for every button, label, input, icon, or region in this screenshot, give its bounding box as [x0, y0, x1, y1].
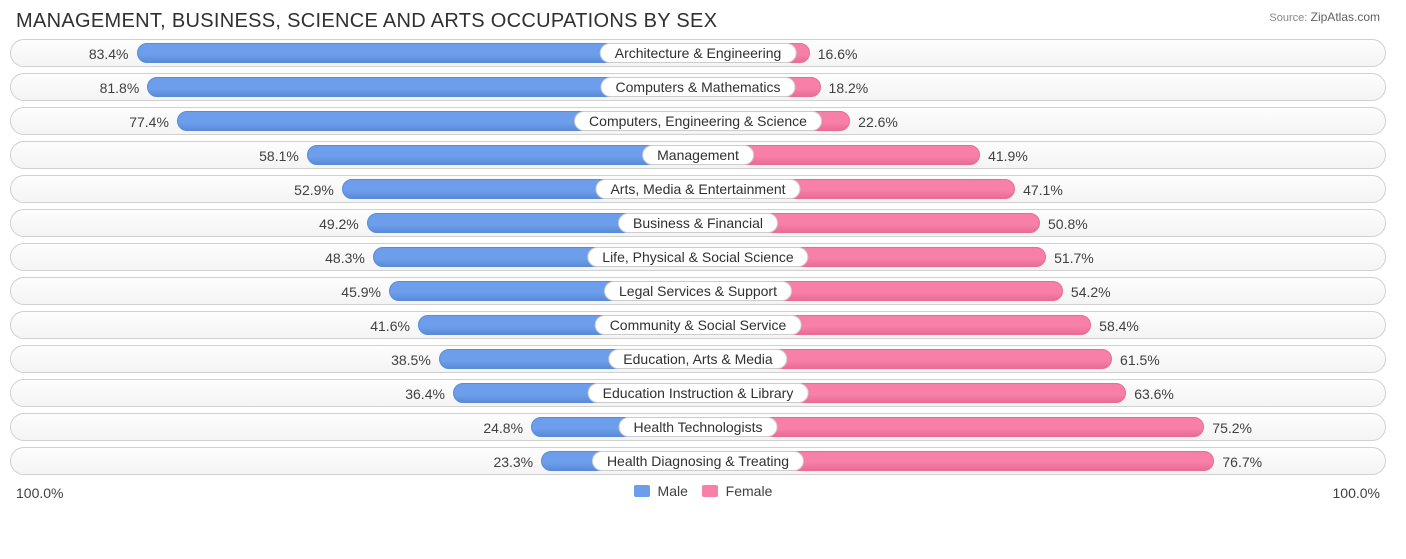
- pct-male: 38.5%: [391, 346, 431, 374]
- chart-row: 77.4% 22.6% Computers, Engineering & Scien…: [10, 107, 1386, 135]
- source-value: ZipAtlas.com: [1311, 10, 1380, 24]
- chart-row: 38.5% 61.5% Education, Arts & Media: [10, 345, 1386, 373]
- chart-row: 58.1% 41.9% Management: [10, 141, 1386, 169]
- category-label: Arts, Media & Entertainment: [595, 179, 800, 199]
- bar-male: [307, 145, 698, 165]
- legend-swatch-male: [634, 485, 650, 497]
- chart-row: 36.4% 63.6% Education Instruction & Librar…: [10, 379, 1386, 407]
- chart-row: 23.3% 76.7% Health Diagnosing & Treating: [10, 447, 1386, 475]
- diverging-bar-chart: 83.4% 16.6% Architecture & Engineering 81.8…: [10, 39, 1386, 475]
- chart-row: 49.2% 50.8% Business & Financial: [10, 209, 1386, 237]
- pct-male: 52.9%: [294, 176, 334, 204]
- legend: Male Female: [10, 483, 1386, 499]
- pct-female: 16.6%: [818, 40, 858, 68]
- pct-female: 58.4%: [1099, 312, 1139, 340]
- pct-female: 76.7%: [1222, 448, 1262, 476]
- category-label: Life, Physical & Social Science: [587, 247, 808, 267]
- chart-header: MANAGEMENT, BUSINESS, SCIENCE AND ARTS O…: [10, 10, 1386, 39]
- axis-left-label: 100.0%: [16, 485, 63, 501]
- pct-female: 61.5%: [1120, 346, 1160, 374]
- pct-female: 18.2%: [829, 74, 869, 102]
- pct-male: 23.3%: [493, 448, 533, 476]
- legend-label-male: Male: [658, 483, 688, 499]
- pct-female: 63.6%: [1134, 380, 1174, 408]
- legend-label-female: Female: [726, 483, 773, 499]
- axis-right-label: 100.0%: [1333, 485, 1380, 501]
- pct-male: 45.9%: [341, 278, 381, 306]
- pct-male: 77.4%: [129, 108, 169, 136]
- category-label: Business & Financial: [618, 213, 778, 233]
- chart-row: 83.4% 16.6% Architecture & Engineering: [10, 39, 1386, 67]
- category-label: Computers & Mathematics: [601, 77, 796, 97]
- source-label: Source:: [1269, 12, 1307, 24]
- category-label: Education Instruction & Library: [588, 383, 809, 403]
- category-label: Legal Services & Support: [604, 281, 792, 301]
- chart-row: 41.6% 58.4% Community & Social Service: [10, 311, 1386, 339]
- pct-female: 51.7%: [1054, 244, 1094, 272]
- chart-title: MANAGEMENT, BUSINESS, SCIENCE AND ARTS O…: [16, 10, 717, 33]
- category-label: Computers, Engineering & Science: [574, 111, 822, 131]
- pct-male: 49.2%: [319, 210, 359, 238]
- legend-swatch-female: [702, 485, 718, 497]
- source-attribution: Source: ZipAtlas.com: [1269, 10, 1380, 24]
- pct-male: 48.3%: [325, 244, 365, 272]
- category-label: Education, Arts & Media: [608, 349, 787, 369]
- category-label: Management: [642, 145, 754, 165]
- category-label: Health Technologists: [619, 417, 778, 437]
- pct-female: 54.2%: [1071, 278, 1111, 306]
- pct-female: 41.9%: [988, 142, 1028, 170]
- chart-row: 52.9% 47.1% Arts, Media & Entertainment: [10, 175, 1386, 203]
- pct-male: 41.6%: [370, 312, 410, 340]
- pct-female: 75.2%: [1212, 414, 1252, 442]
- pct-female: 50.8%: [1048, 210, 1088, 238]
- category-label: Community & Social Service: [595, 315, 802, 335]
- chart-row: 81.8% 18.2% Computers & Mathematics: [10, 73, 1386, 101]
- chart-row: 48.3% 51.7% Life, Physical & Social Scienc…: [10, 243, 1386, 271]
- pct-male: 83.4%: [89, 40, 129, 68]
- chart-row: 24.8% 75.2% Health Technologists: [10, 413, 1386, 441]
- pct-male: 58.1%: [259, 142, 299, 170]
- pct-female: 22.6%: [858, 108, 898, 136]
- category-label: Architecture & Engineering: [600, 43, 797, 63]
- pct-male: 36.4%: [405, 380, 445, 408]
- category-label: Health Diagnosing & Treating: [592, 451, 804, 471]
- pct-male: 24.8%: [483, 414, 523, 442]
- pct-male: 81.8%: [100, 74, 140, 102]
- chart-row: 45.9% 54.2% Legal Services & Support: [10, 277, 1386, 305]
- pct-female: 47.1%: [1023, 176, 1063, 204]
